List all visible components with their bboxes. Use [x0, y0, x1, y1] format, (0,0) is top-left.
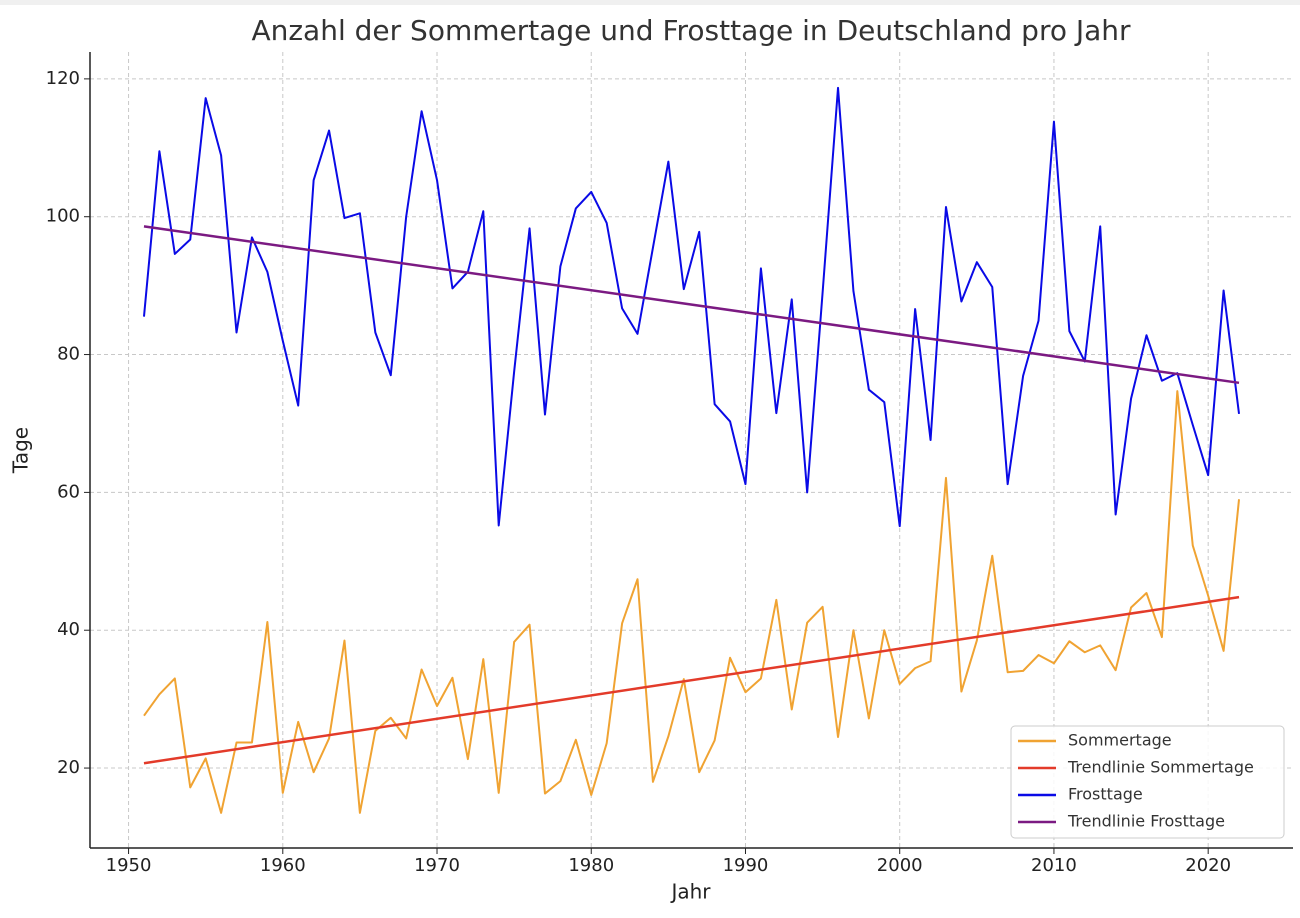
x-tick-label: 1990: [723, 855, 769, 876]
legend-label: Trendlinie Frosttage: [1067, 812, 1225, 831]
x-tick-label: 2020: [1185, 855, 1231, 876]
series-line: [143, 390, 1241, 814]
legend-box: [1010, 725, 1285, 839]
legend: Sommertage Trendlinie Sommertage Frosttage…: [1010, 725, 1285, 839]
series-line: [143, 225, 1240, 385]
y-tick-label: 20: [57, 757, 80, 778]
y-tick-label: 40: [57, 619, 80, 640]
series-line: [143, 595, 1240, 765]
top-strip: [0, 0, 1300, 5]
x-tick-label: 1980: [568, 855, 614, 876]
x-tick-label: 2010: [1031, 855, 1077, 876]
chart-title: Anzahl der Sommertage und Frosttage in D…: [251, 14, 1131, 47]
y-tick-label: 100: [46, 206, 80, 227]
x-tick-label: 1950: [106, 855, 152, 876]
y-tick-label: 120: [46, 68, 80, 89]
legend-label: Sommertage: [1068, 731, 1172, 750]
y-tick-label: 80: [57, 344, 80, 365]
x-tick-label: 1960: [260, 855, 306, 876]
legend-label: Frosttage: [1068, 785, 1143, 804]
y-tick-label: 60: [57, 481, 80, 502]
x-tick-label: 1970: [414, 855, 460, 876]
x-tick-label: 2000: [877, 855, 923, 876]
y-axis-label: Tage: [9, 427, 33, 474]
series-line: [142, 86, 1241, 528]
x-axis-label: Jahr: [669, 880, 711, 904]
lines-layer: [142, 86, 1241, 814]
legend-label: Trendlinie Sommertage: [1067, 758, 1254, 777]
